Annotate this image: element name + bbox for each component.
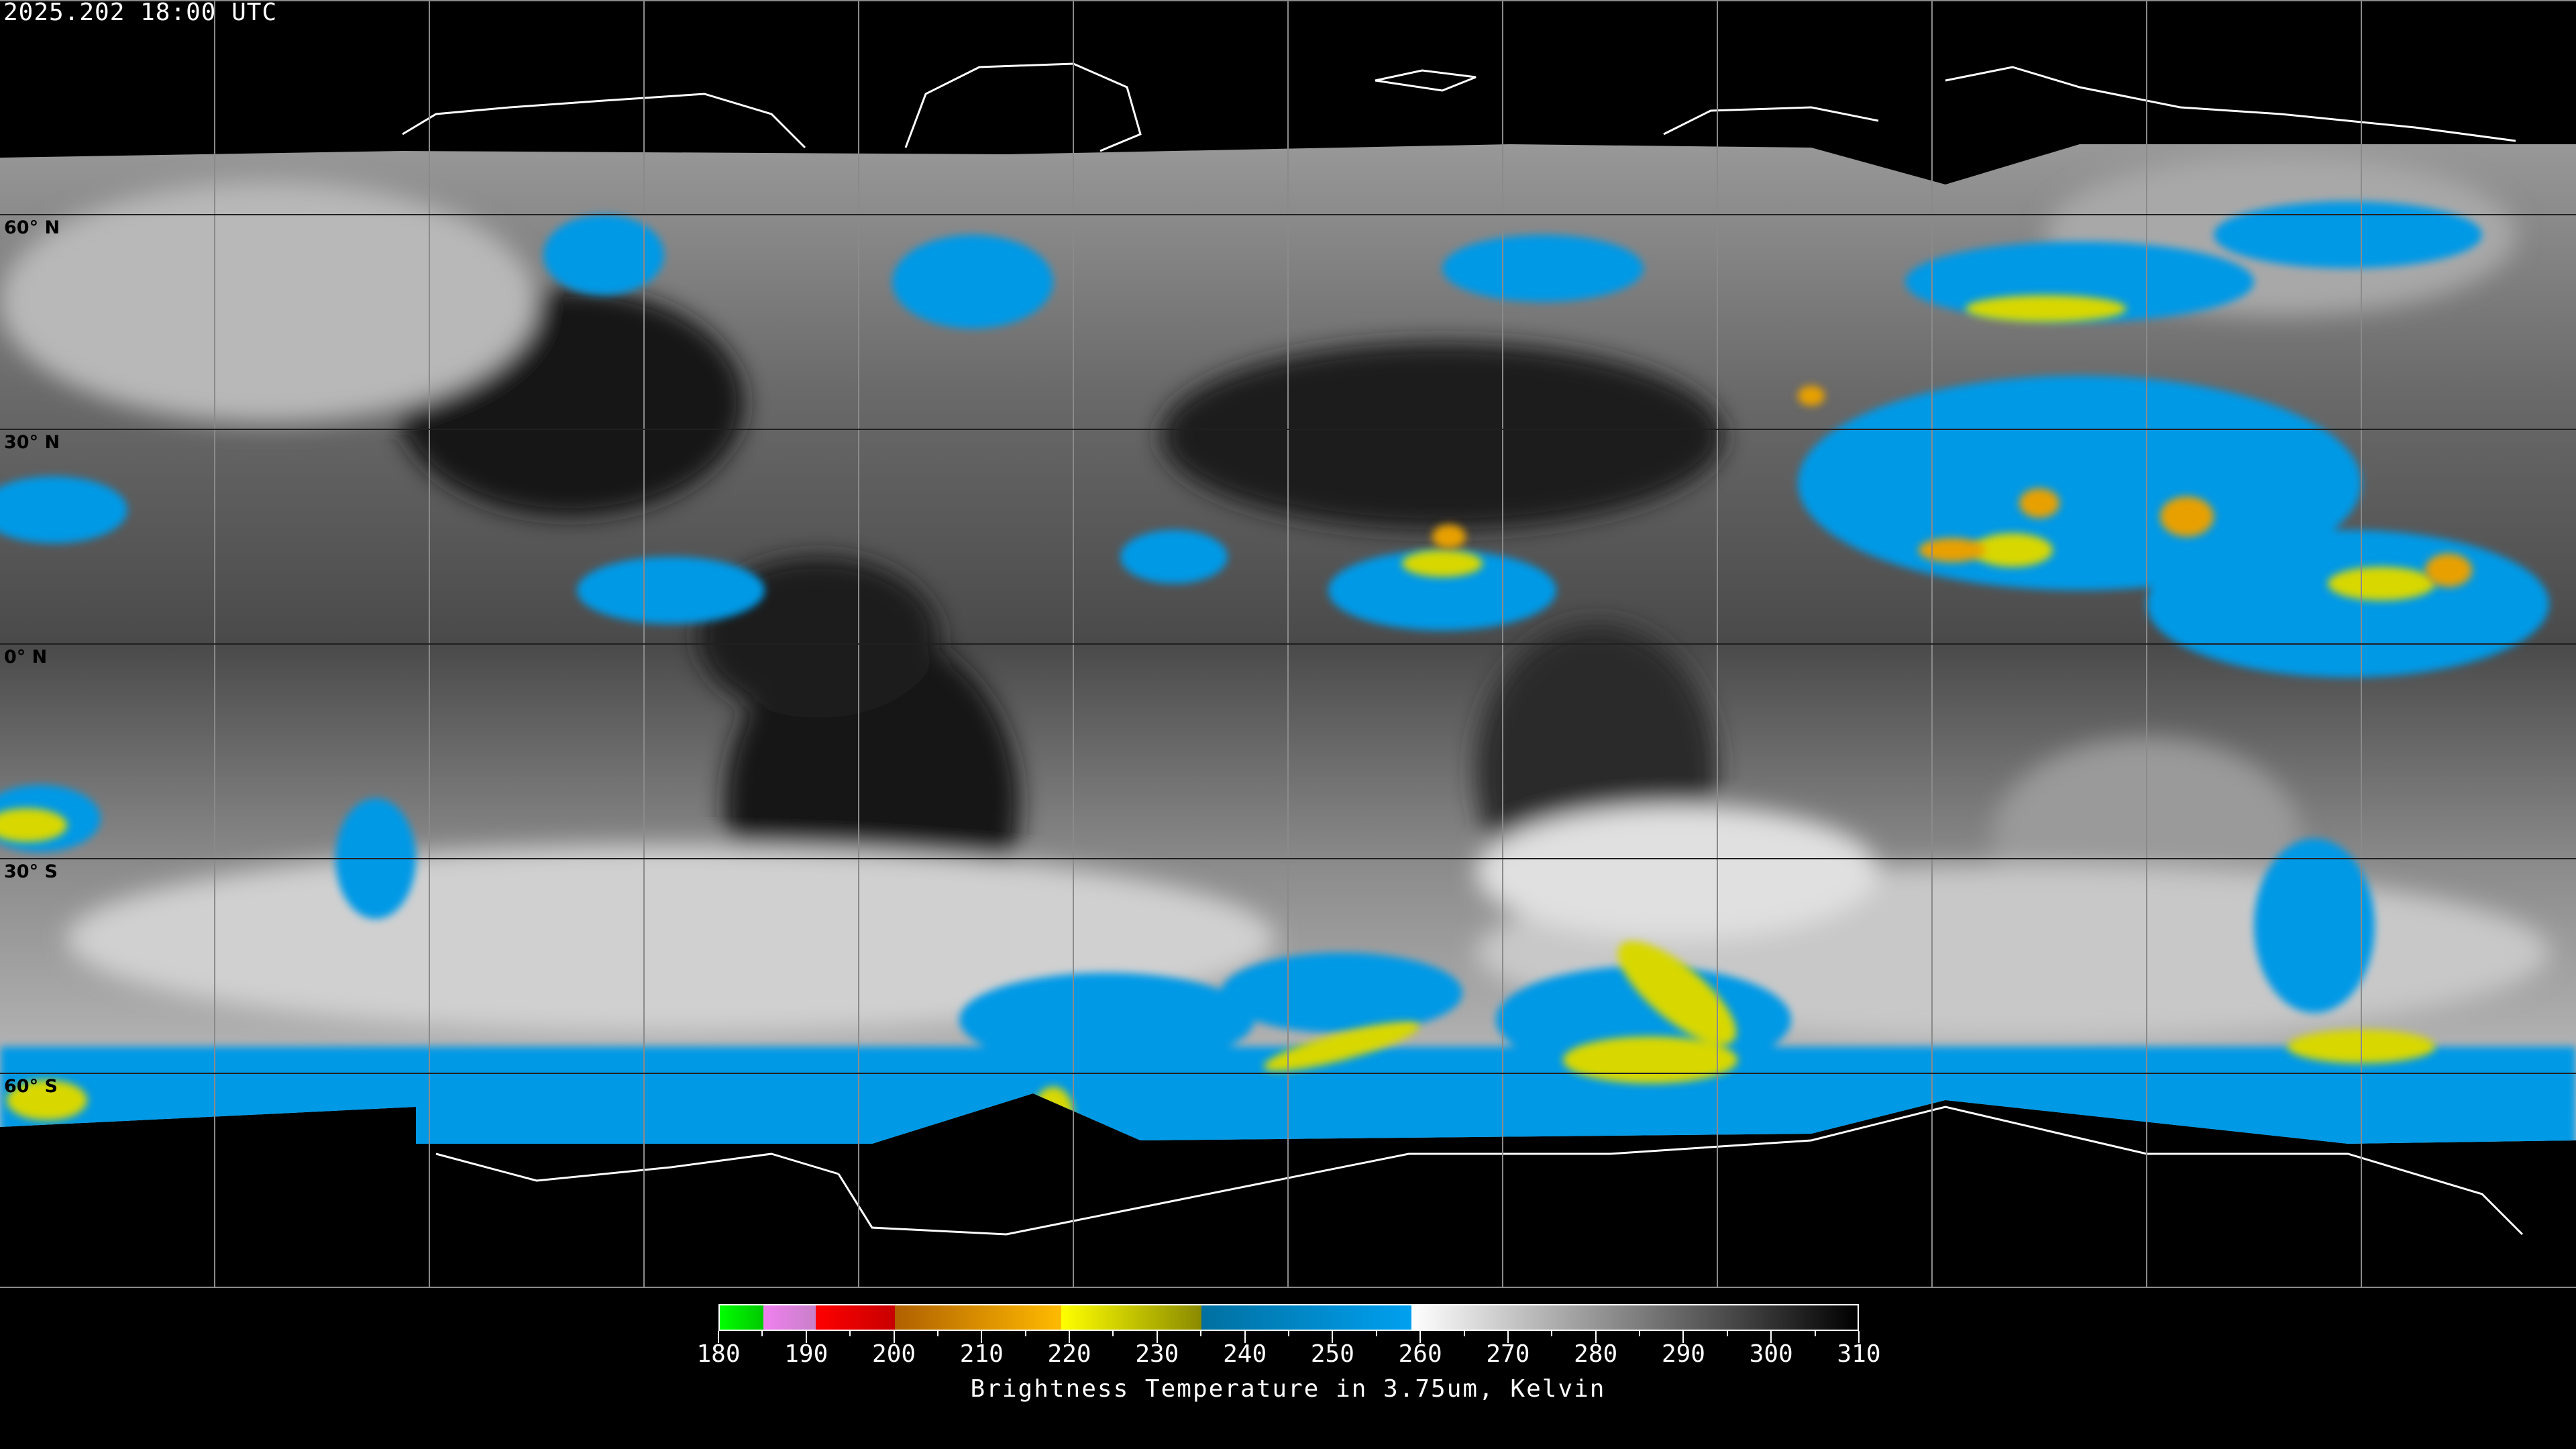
colorbar-ticks: [718, 1331, 1860, 1344]
colorbar-tick: [1375, 1331, 1377, 1336]
colorbar-tick: [849, 1331, 851, 1336]
colorbar-tick-label: 230: [1135, 1340, 1179, 1368]
colorbar-tick: [1639, 1331, 1641, 1336]
timestamp-label: 2025.202 18:00 UTC: [3, 0, 278, 26]
colorbar-tick-label: 260: [1398, 1340, 1442, 1368]
colorbar-tick: [1770, 1331, 1772, 1343]
colorbar-segment: [1061, 1305, 1201, 1330]
colorbar-tick-label: 270: [1486, 1340, 1530, 1368]
frame-border: [0, 0, 2576, 1]
map-bottom-border: [0, 1287, 2576, 1288]
colorbar-tick: [1463, 1331, 1465, 1336]
colorbar-tick: [981, 1331, 983, 1343]
colorbar-tick: [1858, 1331, 1860, 1343]
colorbar-tick: [1244, 1331, 1246, 1343]
colorbar-tick-label: 240: [1223, 1340, 1267, 1368]
colorbar-tick-label: 190: [784, 1340, 828, 1368]
colorbar-tick-label: 310: [1837, 1340, 1881, 1368]
colorbar-tick: [1419, 1331, 1421, 1343]
colorbar-tick: [1156, 1331, 1158, 1343]
colorbar-tick-label: 220: [1047, 1340, 1091, 1368]
satellite-map: [0, 0, 2576, 1288]
colorbar-tick-label: 180: [696, 1340, 741, 1368]
colorbar-tick-label: 300: [1749, 1340, 1793, 1368]
colorbar-segment: [763, 1305, 816, 1330]
colorbar-tick: [893, 1331, 895, 1343]
colorbar-tick-label: 290: [1661, 1340, 1705, 1368]
latitude-label: 60° N: [4, 217, 60, 238]
colorbar-tick: [1551, 1331, 1553, 1336]
colorbar: [718, 1304, 1859, 1331]
colorbar-tick-label: 280: [1574, 1340, 1618, 1368]
colorbar-tick: [1726, 1331, 1728, 1336]
colorbar-title: Brightness Temperature in 3.75um, Kelvin: [970, 1375, 1606, 1403]
colorbar-segment: [894, 1305, 1061, 1330]
colorbar-segment: [720, 1305, 764, 1330]
colorbar-tick: [1112, 1331, 1114, 1336]
latitude-label: 30° S: [4, 861, 58, 882]
colorbar-tick: [1024, 1331, 1026, 1336]
colorbar-tick: [1682, 1331, 1684, 1343]
colorbar-tick: [1814, 1331, 1816, 1336]
colorbar-tick: [761, 1331, 763, 1336]
colorbar-segment: [1411, 1305, 1858, 1330]
colorbar-tick-label: 200: [872, 1340, 916, 1368]
graticule: [0, 0, 2576, 1288]
colorbar-tick: [936, 1331, 938, 1336]
colorbar-segment: [1201, 1305, 1411, 1330]
colorbar-tick: [805, 1331, 807, 1343]
colorbar-tick-label: 210: [959, 1340, 1004, 1368]
colorbar-tick: [1332, 1331, 1334, 1343]
colorbar-tick: [1288, 1331, 1289, 1336]
colorbar-tick: [1595, 1331, 1597, 1343]
colorbar-tick-label: 250: [1310, 1340, 1354, 1368]
latitude-label: 0° N: [4, 647, 48, 667]
colorbar-segment: [816, 1305, 895, 1330]
latitude-label: 60° S: [4, 1076, 58, 1097]
colorbar-tick: [1507, 1331, 1509, 1343]
colorbar-tick: [1069, 1331, 1071, 1343]
colorbar-tick: [718, 1331, 719, 1343]
latitude-label: 30° N: [4, 432, 60, 453]
colorbar-tick: [1200, 1331, 1202, 1336]
